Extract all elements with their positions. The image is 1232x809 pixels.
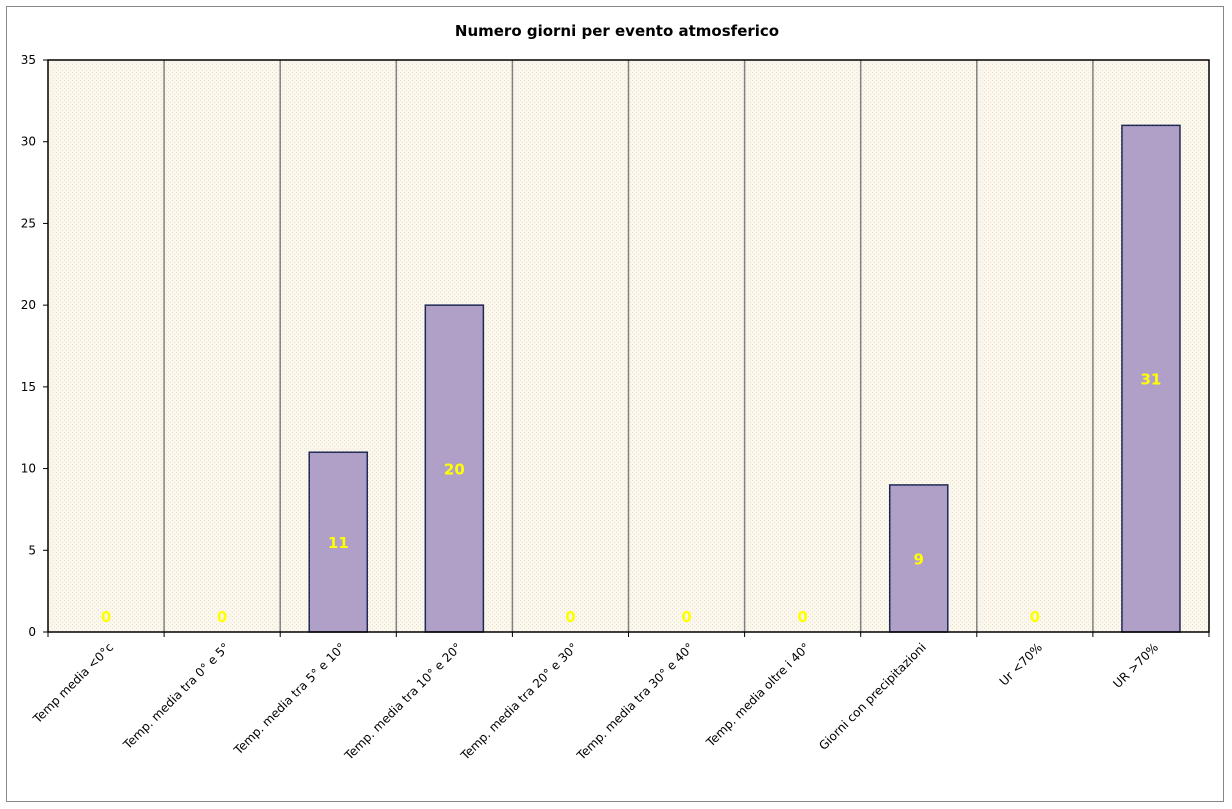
x-tick-label: Temp media <0°c [30, 640, 116, 726]
data-label: 0 [101, 608, 111, 626]
x-tick-label: Temp. media tra 0° e 5° [120, 640, 232, 752]
chart-title: Numero giorni per evento atmosferico [455, 22, 779, 40]
y-tick-label: 15 [21, 380, 36, 394]
y-tick-label: 25 [21, 216, 36, 230]
gridlines [163, 60, 1094, 632]
data-label: 20 [444, 461, 465, 479]
x-axis: Temp media <0°c Temp. media tra 0° e 5° Te… [30, 632, 1210, 763]
x-tick-label: UR >70% [1110, 640, 1161, 691]
data-label: 9 [914, 550, 924, 568]
bar [888, 484, 949, 633]
x-tick-label: Temp. media oltre i 40° [703, 640, 813, 750]
data-label: 0 [217, 608, 227, 626]
y-tick-label: 5 [28, 543, 36, 557]
x-tick-label: Temp. media tra 20° e 30° [457, 640, 580, 763]
y-tick-label: 30 [21, 135, 36, 149]
data-labels: 0 0 11 20 0 0 0 9 0 31 [101, 371, 1162, 626]
data-label: 0 [797, 608, 807, 626]
bars [308, 124, 1181, 633]
y-tick-label: 35 [21, 53, 36, 67]
data-label: 11 [328, 534, 349, 552]
data-label: 31 [1141, 371, 1162, 389]
y-tick-label: 0 [28, 625, 36, 639]
x-tick-label: Temp. media tra 10° e 20° [341, 640, 464, 763]
y-tick-label: 10 [21, 462, 36, 476]
x-tick-label: Temp. media tra 5° e 10° [231, 640, 349, 758]
bar [424, 304, 485, 633]
y-tick-label: 20 [21, 298, 36, 312]
data-label: 0 [1030, 608, 1040, 626]
x-tick-label: Giorni con precipitazioni [816, 640, 929, 753]
y-axis: 0 5 10 15 20 25 30 35 [21, 53, 48, 639]
data-label: 0 [565, 608, 575, 626]
bar [308, 451, 369, 633]
x-tick-label: Temp. media tra 30° e 40° [574, 640, 697, 763]
data-label: 0 [681, 608, 691, 626]
x-tick-label: Ur <70% [997, 640, 1045, 688]
